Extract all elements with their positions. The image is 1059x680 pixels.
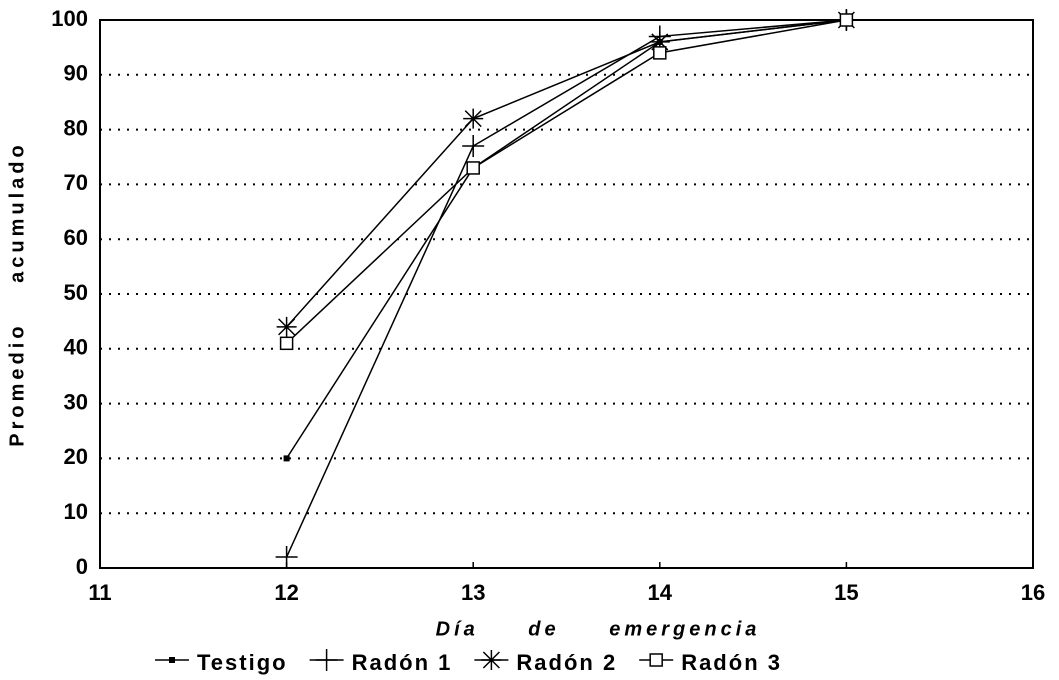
y-tick-label: 30	[64, 389, 88, 414]
y-tick-label: 80	[64, 115, 88, 140]
marker	[653, 46, 667, 60]
y-axis-title: Promedio acumulado	[6, 141, 28, 446]
x-tick-label: 16	[1021, 580, 1045, 605]
plot-frame	[99, 19, 1034, 569]
legend-label: Testigo	[197, 650, 288, 675]
legend-marker	[169, 657, 175, 663]
x-tick-label: 14	[648, 580, 673, 605]
y-tick-label: 20	[64, 444, 88, 469]
x-tick-label: 13	[461, 580, 485, 605]
legend-label: Radón 1	[352, 650, 453, 675]
legend-label: Radón 2	[516, 650, 617, 675]
marker	[276, 316, 297, 337]
legend-marker	[315, 649, 338, 671]
marker	[649, 31, 670, 52]
x-tick-label: 15	[834, 580, 858, 605]
y-tick-label: 70	[64, 170, 88, 195]
marker	[466, 161, 480, 175]
y-tick-label: 100	[51, 6, 88, 31]
legend-marker	[481, 650, 502, 670]
x-tick-label: 12	[274, 580, 298, 605]
legend-marker	[649, 653, 663, 667]
x-axis-title: Día de emergencia	[436, 618, 761, 640]
series-line	[286, 19, 847, 344]
x-tick-label: 11	[88, 580, 111, 605]
series-line	[285, 19, 847, 558]
y-tick-label: 40	[64, 335, 88, 360]
series-line	[286, 19, 847, 328]
y-tick-label: 0	[76, 554, 88, 579]
marker	[463, 108, 484, 129]
y-tick-label: 10	[64, 499, 88, 524]
y-tick-label: 50	[64, 280, 88, 305]
marker	[839, 13, 854, 27]
y-tick-label: 90	[64, 61, 88, 86]
marker	[283, 455, 290, 462]
legend-label: Radón 3	[681, 650, 782, 675]
marker	[462, 135, 485, 158]
marker	[279, 336, 294, 351]
marker	[275, 546, 298, 569]
y-tick-label: 60	[64, 225, 88, 250]
